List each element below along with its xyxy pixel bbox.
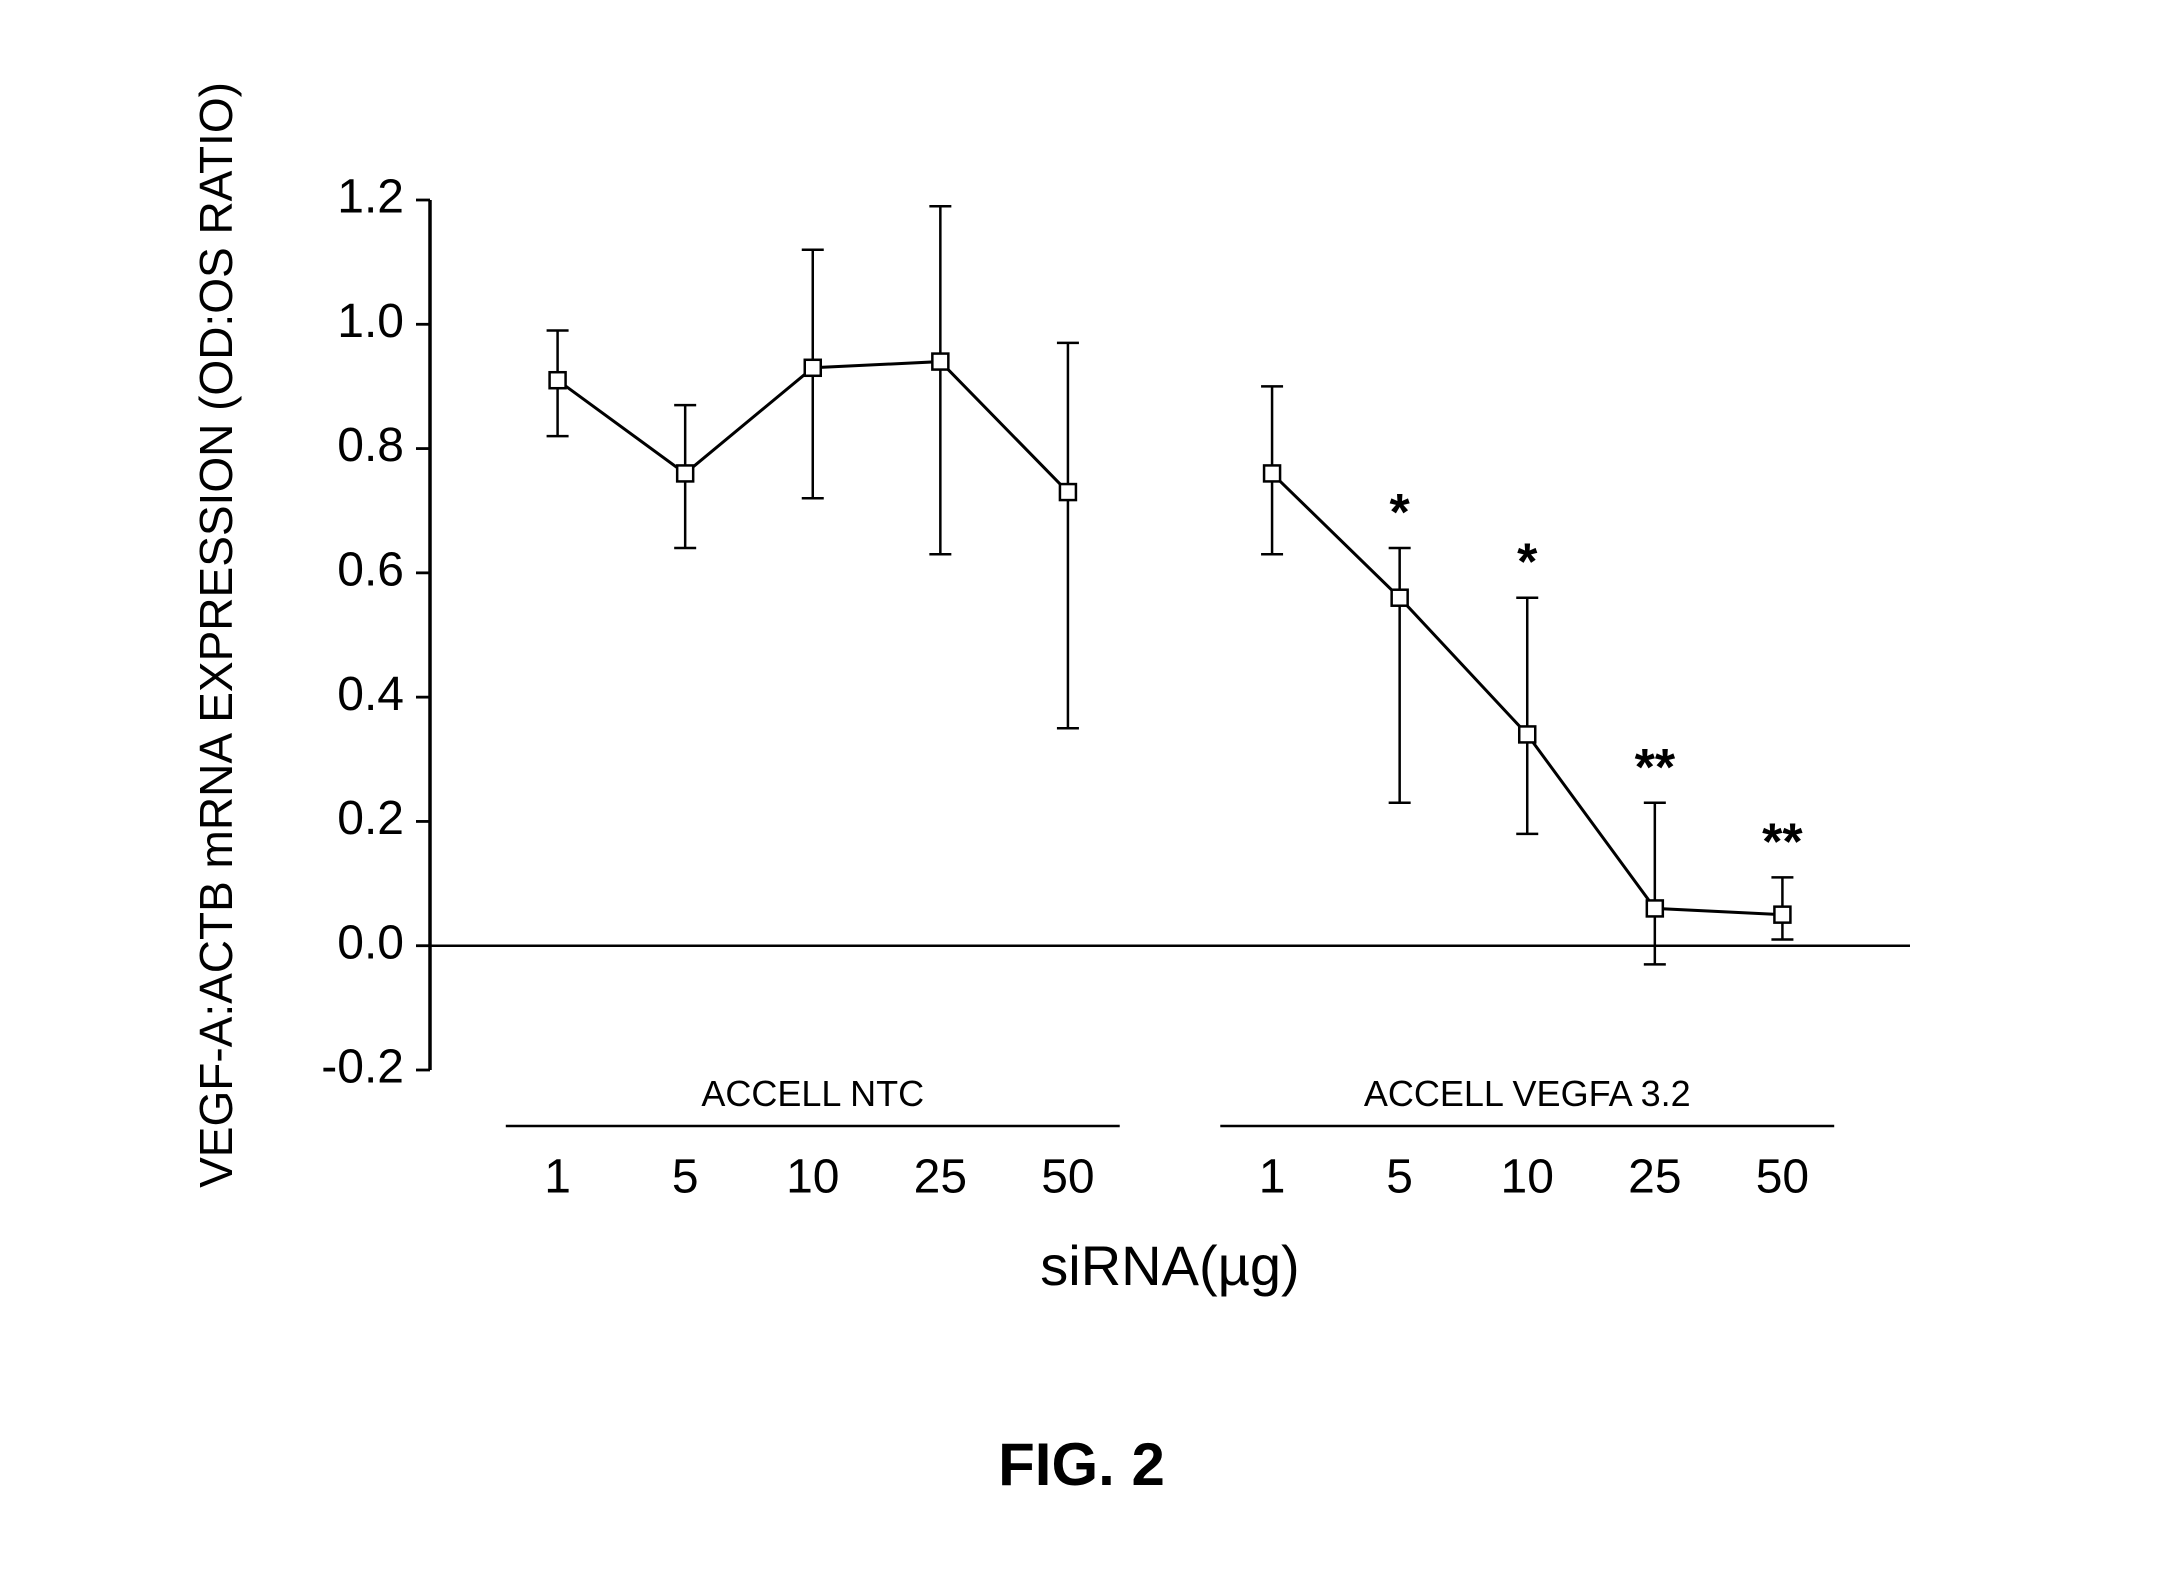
data-marker	[1774, 907, 1790, 923]
svg-text:50: 50	[1756, 1151, 1809, 1204]
data-marker	[805, 360, 821, 376]
svg-text:0.0: 0.0	[337, 916, 404, 969]
data-marker	[1060, 484, 1076, 500]
svg-text:ACCELL NTC: ACCELL NTC	[701, 1073, 924, 1114]
svg-text:**: **	[1762, 813, 1803, 871]
figure-caption: FIG. 2	[0, 1430, 2163, 1499]
svg-text:siRNA(µg): siRNA(µg)	[1040, 1234, 1299, 1297]
chart-svg: -0.2 0.0 0.2 0.4 0.6 0.8 1.0 1.2 VEGF-A:ACTB mRN…	[0, 0, 2163, 1579]
svg-text:*: *	[1390, 484, 1411, 542]
page: -0.2 0.0 0.2 0.4 0.6 0.8 1.0 1.2 VEGF-A:ACTB mRN…	[0, 0, 2163, 1579]
data-marker	[1519, 726, 1535, 742]
svg-text:0.2: 0.2	[337, 792, 404, 845]
data-marker	[550, 372, 566, 388]
svg-text:5: 5	[1386, 1151, 1413, 1204]
svg-text:0.6: 0.6	[337, 544, 404, 597]
data-marker	[1647, 900, 1663, 916]
svg-text:25: 25	[914, 1151, 967, 1204]
svg-text:1.2: 1.2	[337, 171, 404, 224]
data-marker	[1264, 465, 1280, 481]
svg-text:1.0: 1.0	[337, 295, 404, 348]
svg-text:0.8: 0.8	[337, 419, 404, 472]
svg-text:*: *	[1517, 534, 1538, 592]
svg-text:10: 10	[1501, 1151, 1554, 1204]
svg-text:ACCELL VEGFA 3.2: ACCELL VEGFA 3.2	[1364, 1073, 1691, 1114]
svg-text:0.4: 0.4	[337, 668, 404, 721]
data-marker	[677, 465, 693, 481]
svg-text:25: 25	[1628, 1151, 1681, 1204]
data-marker	[932, 354, 948, 370]
data-marker	[1392, 590, 1408, 606]
svg-text:1: 1	[544, 1151, 571, 1204]
svg-text:VEGF-A:ACTB mRNA EXPRESSION (O: VEGF-A:ACTB mRNA EXPRESSION (OD:OS RATIO…	[190, 82, 242, 1188]
svg-text:-0.2: -0.2	[321, 1041, 404, 1094]
svg-text:5: 5	[672, 1151, 699, 1204]
svg-text:50: 50	[1041, 1151, 1094, 1204]
svg-text:10: 10	[786, 1151, 839, 1204]
svg-text:**: **	[1635, 739, 1676, 797]
svg-text:1: 1	[1259, 1151, 1286, 1204]
